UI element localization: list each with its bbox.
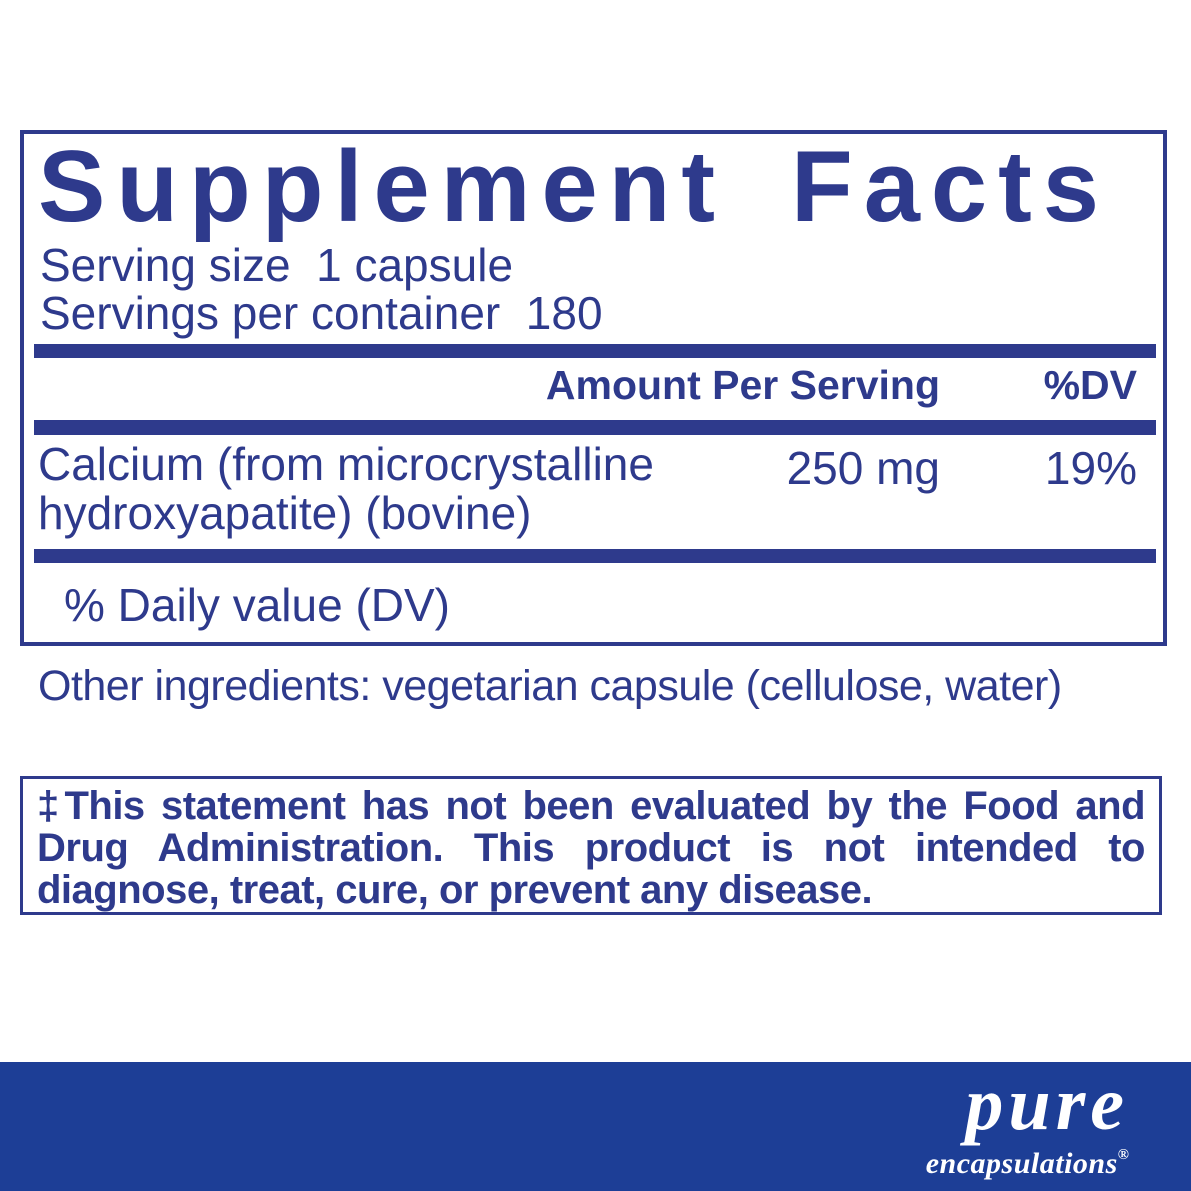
disclaimer-line-2: Drug Administration. This product is not… [37, 826, 1146, 870]
disclaimer-line-3: diagnose, treat, cure, or prevent any di… [37, 868, 873, 912]
nutrient-name: Calcium (from microcrystalline hydroxyap… [38, 438, 654, 539]
nutrient-amount: 250 mg [786, 442, 940, 494]
brand-subname: encapsulations® [926, 1140, 1129, 1179]
disclaimer-line-1: ‡This statement has not been evaluated b… [37, 784, 1146, 828]
registered-mark: ® [1117, 1147, 1129, 1163]
servings-per-container-line: Servings per container 180 [40, 287, 603, 339]
column-header-amount: Amount Per Serving [545, 362, 940, 408]
brand-band [0, 1062, 1191, 1191]
thick-divider-middle [34, 420, 1156, 435]
brand-name: pure [965, 1062, 1129, 1146]
facts-title: Supplement Facts [38, 131, 1110, 243]
thick-divider-top [34, 344, 1156, 358]
daily-value-footnote: % Daily value (DV) [64, 579, 450, 631]
column-header-dv: %DV [1043, 362, 1137, 408]
brand-logo: pure encapsulations® [926, 1062, 1129, 1179]
nutrient-dv: 19% [1044, 442, 1137, 494]
brand-subname-text: encapsulations [925, 1147, 1118, 1180]
thick-divider-bottom [34, 549, 1156, 563]
serving-size-line: Serving size 1 capsule [40, 239, 514, 291]
disclaimer-box: ‡This statement has not been evaluated b… [20, 776, 1162, 915]
other-ingredients-text: Other ingredients: vegetarian capsule (c… [38, 662, 1062, 710]
